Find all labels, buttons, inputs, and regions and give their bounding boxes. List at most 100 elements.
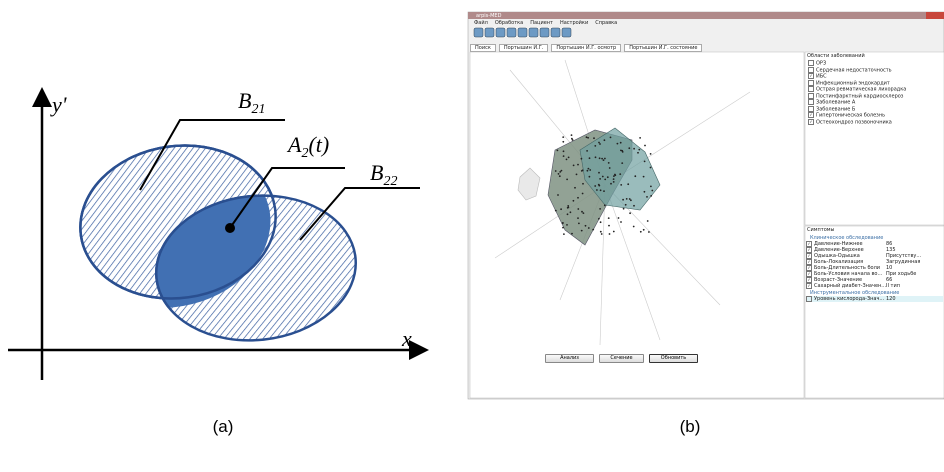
- graph-point: [618, 217, 620, 219]
- graph-point: [587, 137, 589, 139]
- graph-point: [620, 221, 622, 223]
- graph-point: [644, 191, 646, 193]
- graph-point: [613, 181, 615, 183]
- graph-point: [608, 217, 610, 219]
- menu-item[interactable]: Обработка: [495, 20, 523, 26]
- title-bar: [468, 12, 944, 19]
- disease-name: ОРЗ: [816, 61, 826, 67]
- b22-label: B22: [370, 160, 397, 189]
- menu-item[interactable]: Пациент: [530, 20, 553, 26]
- graph-point: [596, 189, 598, 191]
- graph-point: [600, 231, 602, 233]
- graph-point: [567, 213, 569, 215]
- graph-point: [568, 157, 570, 159]
- graph-point: [566, 224, 568, 226]
- graph-point: [637, 152, 639, 154]
- graph-point: [582, 169, 584, 171]
- graph-point: [566, 159, 568, 161]
- toolbar-button[interactable]: [474, 28, 483, 37]
- toolbar-button[interactable]: [551, 28, 560, 37]
- checkbox[interactable]: ✓: [806, 283, 812, 289]
- toolbar-button[interactable]: [529, 28, 538, 37]
- graph-area: [470, 52, 804, 398]
- graph-point: [593, 137, 595, 139]
- toolbar-button[interactable]: [485, 28, 494, 37]
- graph-point: [620, 150, 622, 152]
- graph-point: [604, 179, 606, 181]
- toolbar-button[interactable]: [496, 28, 505, 37]
- graph-point: [577, 217, 579, 219]
- checkbox[interactable]: [808, 93, 814, 99]
- action-button[interactable]: Анализ: [545, 354, 594, 363]
- graph-point: [600, 189, 602, 191]
- graph-point: [601, 158, 603, 160]
- checkbox[interactable]: [808, 67, 814, 73]
- graph-point: [610, 137, 612, 139]
- menu-item[interactable]: Справка: [595, 20, 617, 26]
- tab[interactable]: Портышин И.Г. осмотр: [551, 44, 621, 52]
- graph-point: [555, 210, 557, 212]
- graph-point: [563, 155, 565, 157]
- tab-bar: ПоискПортышин И.Г.Портышин И.Г. осмотрПо…: [470, 44, 702, 52]
- checkbox[interactable]: [808, 60, 814, 66]
- toolbar-button[interactable]: [518, 28, 527, 37]
- tab[interactable]: Поиск: [470, 44, 496, 52]
- graph-point: [609, 167, 611, 169]
- panel-a: y' x B21 A2(t) B22: [8, 88, 424, 380]
- action-button[interactable]: Обновить: [649, 354, 698, 363]
- graph-point: [621, 162, 623, 164]
- checkbox[interactable]: [808, 86, 814, 92]
- graph-point: [598, 172, 600, 174]
- toolbar-button[interactable]: [507, 28, 516, 37]
- disease-list: ОРЗСердечная недостаточность✓ИБСИнфекцио…: [808, 60, 906, 125]
- b21-label: B21: [238, 88, 265, 117]
- graph-point: [595, 156, 597, 158]
- graph-point: [587, 170, 589, 172]
- graph-point: [610, 183, 612, 185]
- graph-point: [562, 141, 564, 143]
- graph-point: [576, 174, 578, 176]
- graph-point: [633, 226, 635, 228]
- graph-point: [581, 230, 583, 232]
- checkbox[interactable]: ✓: [808, 112, 814, 118]
- graph-point: [644, 161, 646, 163]
- graph-point: [604, 158, 606, 160]
- checkbox[interactable]: ✓: [808, 119, 814, 125]
- graph-point: [581, 211, 583, 213]
- symptom-title: Симптомы: [807, 227, 834, 233]
- menu-item[interactable]: Настройки: [560, 20, 588, 26]
- tab[interactable]: Портышин И.Г.: [499, 44, 549, 52]
- close-button[interactable]: [926, 12, 944, 19]
- graph-point: [562, 227, 564, 229]
- graph-point: [588, 227, 590, 229]
- toolbar-button[interactable]: [540, 28, 549, 37]
- checkbox[interactable]: [808, 99, 814, 105]
- graph-point: [594, 185, 596, 187]
- action-button[interactable]: Сечение: [599, 354, 644, 363]
- graph-point: [633, 205, 635, 207]
- graph-point: [585, 225, 587, 227]
- b21-sub: 21: [251, 102, 265, 117]
- toolbar-button[interactable]: [562, 28, 571, 37]
- disease-name: Острая ревматическая лихорадка: [816, 87, 906, 93]
- menu-item[interactable]: Файл: [474, 20, 488, 26]
- checkbox[interactable]: [806, 296, 812, 302]
- checkbox[interactable]: [808, 106, 814, 112]
- graph-point: [620, 142, 622, 144]
- tab[interactable]: Портышин И.Г. состояние: [624, 44, 702, 52]
- graph-point: [609, 233, 611, 235]
- symptom-row: Уровень кислорода-Знач...120: [806, 296, 943, 302]
- graph-point: [622, 151, 624, 153]
- graph-point: [583, 212, 585, 214]
- checkbox[interactable]: ✓: [808, 73, 814, 79]
- a2-sub: 2: [301, 146, 308, 161]
- graph-point: [623, 208, 625, 210]
- graph-point: [559, 171, 561, 173]
- graph-point: [589, 169, 591, 171]
- graph-point: [582, 193, 584, 195]
- b22-base: B: [370, 160, 383, 185]
- checkbox[interactable]: [808, 80, 814, 86]
- graph-point: [557, 150, 559, 152]
- graph-point: [643, 176, 645, 178]
- graph-point: [600, 221, 602, 223]
